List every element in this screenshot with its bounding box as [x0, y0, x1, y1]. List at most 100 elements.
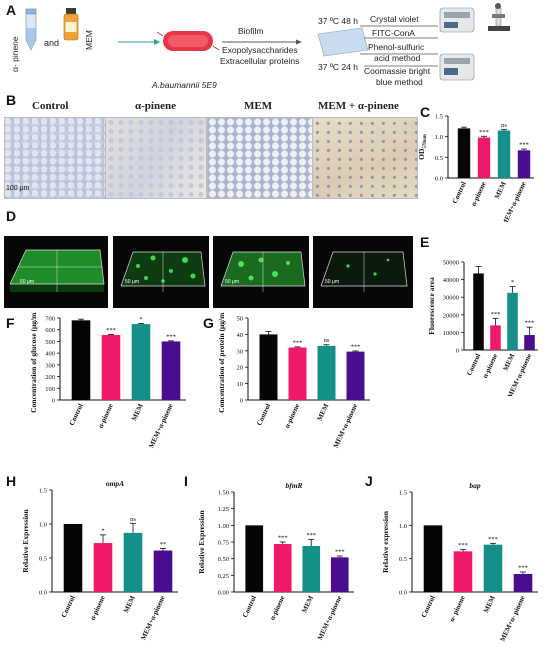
x-tick-label: Control [255, 402, 272, 426]
significance-label: *** [335, 549, 345, 556]
bar [317, 345, 336, 400]
x-tick-label: MEM [493, 180, 508, 200]
y-tick-label: 0.5 [39, 556, 47, 563]
y-axis-label: Relative Expression [197, 509, 206, 573]
bar [63, 524, 83, 592]
x-tick-label: α-pinene [268, 594, 286, 621]
confocal-scale-4: 50 μm [325, 279, 339, 285]
y-axis-label: Relative expression [381, 510, 390, 573]
micrograph-control [4, 117, 106, 199]
significance-label: *** [458, 542, 468, 549]
x-tick-label: Control [68, 402, 85, 426]
y-tick-label: 0.75 [218, 540, 229, 547]
y-tick-label: 50 [237, 316, 244, 323]
significance-label: ns [324, 337, 330, 344]
x-tick-label: MEM+α-pinene [147, 402, 175, 449]
y-tick-label: 1.5 [39, 488, 47, 495]
bar [477, 137, 491, 178]
y-tick-label: 0.5 [435, 155, 443, 162]
x-tick-label: α-pinene [470, 180, 488, 207]
micrograph-a-pinene [105, 117, 207, 199]
x-tick-label: MEM [130, 402, 145, 422]
y-tick-label: 1.0 [435, 134, 443, 141]
significance-label: ns [130, 516, 136, 523]
x-tick-label: Control [60, 594, 77, 618]
confocal-scale-2: 50 μm [125, 279, 139, 285]
y-tick-label: 30 [237, 348, 244, 355]
exopoly-label: Exopolysaccharides [222, 45, 298, 55]
plate-reader-2-icon [439, 53, 475, 81]
bar [153, 550, 173, 592]
y-tick-label: 400 [45, 351, 55, 358]
y-tick-label: 40000 [443, 277, 459, 284]
y-tick-label: 1.5 [435, 114, 443, 121]
tube-label: α- pinene [10, 36, 20, 72]
y-tick-label: 1.00 [218, 523, 229, 530]
bar [302, 546, 321, 592]
y-tick-label: 0.00 [218, 590, 229, 597]
y-tick-label: 40 [237, 332, 244, 339]
bar [161, 341, 181, 400]
bar [131, 324, 151, 400]
microscope-icon [488, 3, 510, 31]
y-tick-label: 30000 [443, 295, 459, 302]
x-tick-label: Control [241, 594, 258, 618]
micrograph-scale-label: 100 μm [6, 185, 30, 192]
panel-label-e: E [420, 234, 430, 250]
assay-coomassie-2: blue method [376, 77, 423, 87]
y-tick-label: 50000 [443, 260, 459, 267]
significance-label: ** [160, 541, 167, 548]
micrograph-combo [312, 117, 418, 199]
confocal-a-pinene [113, 236, 209, 308]
significance-label: *** [306, 532, 316, 539]
y-tick-label: 0 [240, 398, 243, 405]
well-plate-icon [317, 27, 369, 57]
y-axis-label: Relative Expression [21, 508, 30, 572]
bottle-icon [63, 8, 79, 41]
x-tick-label: MEM+α-pinene [332, 402, 360, 449]
bar [93, 543, 113, 592]
x-tick-label: α-pinene [97, 402, 115, 429]
bar [483, 544, 503, 592]
x-tick-label: MEM [502, 352, 517, 372]
schematic-graphics [25, 3, 510, 81]
significance-label: *** [166, 333, 176, 340]
bar [524, 335, 535, 350]
significance-label: *** [278, 535, 288, 542]
y-tick-label: 200 [45, 374, 55, 381]
chart-glucose: 0 100 200 300 400 500 600 700 Concentration of g… [29, 312, 186, 449]
confocal-scale-3: 50 μm [225, 279, 239, 285]
y-axis-label: Concentration of glucose (μg/mL) [29, 312, 38, 413]
significance-label: * [139, 316, 142, 323]
significance-label: ns [501, 122, 507, 129]
y-tick-label: 300 [45, 362, 55, 369]
significance-label: *** [106, 327, 116, 334]
bar [490, 325, 501, 350]
x-tick-label: Control [465, 352, 482, 376]
y-tick-label: 0.0 [399, 590, 407, 597]
y-tick-label: 0.0 [435, 176, 443, 183]
bar [517, 150, 531, 178]
micrograph-title-mem: MEM [244, 100, 273, 112]
condition-48h: 37 ºC 48 h [318, 16, 358, 26]
chart-title: ompA [106, 479, 124, 488]
y-tick-label: 1.5 [399, 490, 407, 497]
bar [497, 130, 511, 178]
significance-label: *** [293, 339, 303, 346]
y-tick-label: 10 [237, 381, 244, 388]
biofilm-label: Biofilm [238, 26, 264, 36]
bar [423, 525, 443, 592]
x-tick-label: MEM [300, 594, 315, 614]
y-tick-label: 0.50 [218, 556, 229, 563]
chart-protein: 0 10 20 30 40 50 Concentration of protein (μg/… [217, 312, 370, 449]
y-tick-label: 20000 [443, 312, 459, 319]
y-tick-label: 1.0 [39, 522, 47, 529]
y-tick-label: 0 [52, 398, 55, 405]
x-tick-label: MEM+α-pinene [139, 594, 167, 641]
micrograph-title-combo: MEM + α-pinene [318, 100, 399, 112]
x-tick-label: α-pinene [283, 402, 301, 429]
x-tick-label: Control [451, 180, 468, 204]
y-axis-label: Concentration of protein (μg/mL) [217, 312, 226, 413]
panel-label-j: J [365, 473, 373, 489]
x-tick-label: MEM [482, 594, 497, 614]
